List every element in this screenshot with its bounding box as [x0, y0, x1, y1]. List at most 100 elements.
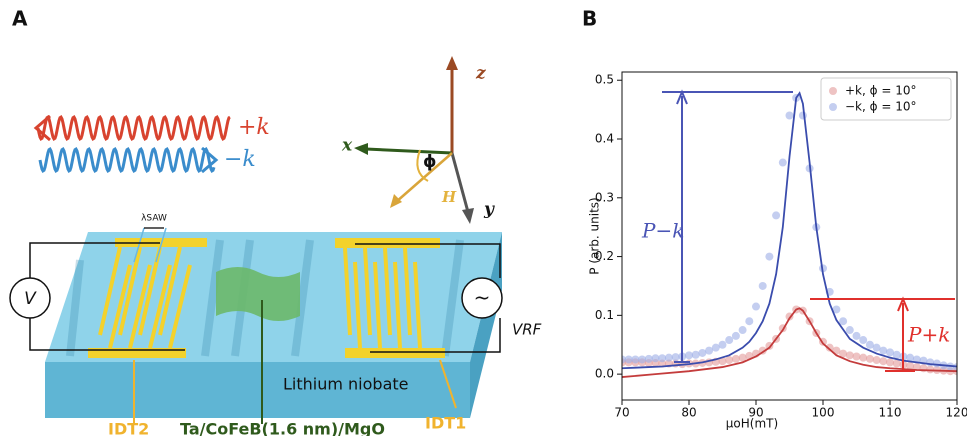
data-point [872, 356, 881, 365]
data-point [622, 355, 626, 364]
data-point [845, 351, 854, 360]
data-point [778, 158, 787, 167]
x-tick-label: 110 [879, 406, 902, 420]
data-point [644, 354, 653, 363]
x-tick-label: 90 [748, 406, 763, 420]
data-point [879, 357, 888, 366]
x-tick-label: 120 [946, 406, 967, 420]
arrow-head [33, 114, 51, 142]
data-point [731, 354, 740, 363]
data-point [845, 326, 854, 335]
annotation: P−k [641, 219, 684, 243]
arrow-head [201, 146, 219, 174]
legend-box [820, 77, 952, 121]
lambda-guide [155, 227, 167, 263]
data-point [832, 305, 841, 314]
data-point [718, 340, 727, 349]
fit-line [622, 307, 957, 378]
annotation-arrow [810, 296, 955, 372]
rf-label: VRF [512, 321, 542, 339]
data-point [685, 351, 693, 360]
data-point [731, 331, 740, 340]
substrate-label: Lithium niobate [283, 375, 408, 394]
data-point [906, 361, 915, 370]
magnetic-film [216, 267, 300, 321]
data-point [631, 355, 640, 364]
data-point [718, 357, 727, 366]
idt-fingers [343, 247, 422, 349]
y-tick-label: 0.2 [595, 249, 614, 263]
axis-label: y [483, 200, 495, 220]
panel-label: B [582, 7, 597, 31]
legend-marker [829, 103, 837, 111]
data-point [691, 350, 700, 359]
callout [439, 359, 457, 409]
x-tick-label: 70 [614, 406, 629, 420]
data-point [879, 346, 888, 355]
data-point [658, 354, 667, 363]
film-label: Ta/CoFeB(1.6 nm)/MgO [180, 420, 385, 436]
wiring [29, 242, 501, 353]
annotation: P+k [907, 323, 950, 347]
data-point [638, 355, 647, 364]
data-point [765, 252, 774, 261]
y-tick-label: 0.1 [595, 308, 614, 322]
data-point [839, 349, 848, 358]
data-point [711, 343, 720, 352]
legend-marker [829, 87, 837, 95]
data-point [671, 353, 680, 362]
idt-bar [335, 238, 440, 248]
x-tick-label: 80 [681, 406, 696, 420]
substrate-front [45, 362, 470, 418]
idt-label: IDT1 [425, 414, 466, 433]
legend-label: −k, ϕ = 10° [845, 100, 917, 114]
rf-source [461, 277, 503, 319]
y-tick-label: 0.0 [595, 367, 614, 381]
data-point [865, 340, 874, 349]
data-point [725, 356, 734, 365]
panel-label: A [12, 7, 28, 31]
data-point [664, 353, 673, 362]
data-point [886, 348, 894, 357]
data-point [839, 317, 848, 326]
data-point [825, 343, 834, 352]
legend-label: +k, ϕ = 10° [845, 84, 917, 98]
lambda-guide [133, 227, 145, 263]
wave-minus [38, 147, 216, 173]
data-point [651, 354, 660, 363]
data-point [852, 352, 861, 361]
data-point [859, 336, 868, 345]
data-point [745, 317, 754, 326]
voltmeter [9, 277, 51, 319]
data-point [892, 359, 901, 368]
voltmeter-label: V [24, 289, 37, 309]
arrow-head [446, 56, 458, 70]
data-point [624, 355, 633, 364]
data-point [798, 111, 807, 120]
idt-bar [345, 348, 445, 358]
data-point [725, 336, 734, 345]
data-point [852, 331, 861, 340]
fit-line [622, 91, 957, 370]
data-point [785, 111, 794, 120]
y-axis [450, 152, 470, 213]
arrow-head [462, 208, 474, 224]
data-point [932, 359, 941, 368]
y-tick-label: 0.3 [595, 190, 614, 204]
data-point [738, 326, 747, 335]
data-point [705, 346, 714, 355]
axis-label: x [341, 136, 353, 156]
data-point [758, 281, 767, 290]
field-label: H [441, 188, 457, 206]
data-point [698, 348, 707, 357]
substrate-side [470, 232, 502, 418]
data-point [865, 354, 874, 363]
lambda-label: λSAW [141, 214, 167, 224]
data-point [752, 302, 760, 311]
plot: 0.0 0.1 0.2 0.3 0.4 0.5 70 80 90 100 110 120 +k, ϕ =… [595, 73, 967, 420]
y-tick-label: 0.5 [595, 73, 614, 87]
idt-label: IDT2 [108, 420, 149, 436]
annotation-arrow [662, 89, 793, 363]
data-point [872, 343, 881, 352]
x-axis [365, 147, 453, 155]
